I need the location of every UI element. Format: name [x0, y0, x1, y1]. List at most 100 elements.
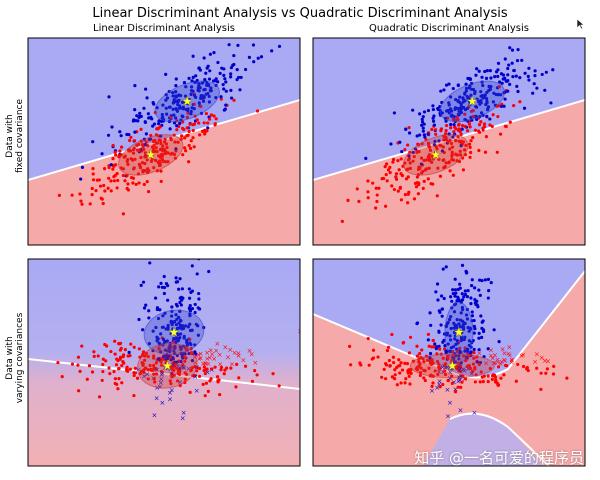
point-class0	[159, 139, 163, 143]
point-class1	[143, 143, 147, 147]
point-class1-misclassified: ×	[465, 365, 471, 373]
point-class1	[188, 304, 192, 308]
point-class1	[147, 342, 151, 346]
point-class0	[169, 136, 173, 140]
point-class1	[475, 105, 479, 109]
point-class0	[498, 132, 503, 136]
point-class0	[132, 345, 136, 349]
covariance-ellipse	[409, 353, 495, 379]
point-class0	[166, 151, 170, 155]
point-class0	[197, 374, 202, 378]
point-class1	[466, 347, 470, 351]
point-class1	[469, 296, 473, 300]
point-class1	[236, 75, 241, 80]
point-class1	[463, 349, 467, 353]
point-class1-misclassified: ×	[451, 378, 457, 386]
point-class1	[164, 339, 168, 344]
point-class1	[179, 295, 184, 300]
point-class0	[200, 129, 205, 133]
point-class0	[417, 360, 421, 364]
point-class0	[90, 193, 94, 197]
point-class0	[192, 102, 196, 106]
point-class1	[133, 130, 137, 134]
point-class0	[232, 98, 236, 102]
point-class1	[165, 96, 170, 100]
point-class1	[178, 318, 183, 322]
point-class1	[178, 104, 182, 108]
point-class0	[397, 168, 401, 172]
point-class1	[163, 348, 167, 352]
point-class1	[467, 339, 472, 343]
point-class1	[166, 284, 170, 288]
point-class0	[384, 377, 388, 381]
point-class0	[193, 364, 197, 369]
point-class0	[415, 150, 419, 154]
point-class1	[527, 78, 531, 82]
point-class1	[182, 334, 186, 338]
point-class1	[459, 144, 463, 148]
covariance-ellipse	[118, 134, 184, 176]
point-class0	[431, 381, 435, 385]
point-class0	[175, 366, 179, 370]
point-class0	[172, 340, 176, 344]
point-class1	[428, 311, 432, 315]
point-class1-misclassified: ×	[158, 379, 164, 387]
point-class1	[185, 338, 189, 343]
point-class0	[438, 174, 443, 178]
point-class1	[432, 123, 437, 127]
point-class1	[162, 354, 166, 358]
point-class0	[222, 372, 226, 376]
point-class0	[463, 377, 468, 381]
point-class1	[437, 309, 441, 313]
point-class1	[178, 121, 182, 126]
point-class0-misclassified: ×	[225, 353, 231, 361]
point-class0	[181, 363, 185, 367]
point-class0	[183, 371, 187, 375]
point-class0-misclassified: ×	[236, 349, 242, 357]
point-class1	[164, 106, 168, 110]
point-class1-misclassified: ×	[181, 364, 187, 372]
point-class1	[506, 89, 510, 93]
point-class1	[461, 327, 466, 331]
point-class1	[175, 124, 179, 128]
point-class0	[403, 381, 407, 385]
point-class0	[386, 168, 391, 172]
point-class0	[120, 381, 124, 385]
point-class1-misclassified: ×	[135, 366, 141, 374]
point-class0	[392, 376, 397, 381]
point-class1	[152, 102, 156, 106]
covariance-ellipse	[439, 80, 505, 123]
point-class1	[179, 347, 183, 351]
point-class1	[442, 88, 446, 92]
point-class1	[431, 107, 435, 112]
point-class0	[449, 141, 453, 146]
point-class1	[444, 83, 449, 87]
point-class1	[178, 336, 182, 340]
point-class0	[439, 144, 443, 148]
point-class1	[168, 127, 172, 131]
point-class0	[454, 138, 458, 143]
point-class1	[197, 297, 201, 301]
point-class1	[223, 107, 227, 111]
point-class1	[475, 67, 479, 71]
point-class0	[203, 394, 207, 398]
point-class0	[116, 387, 120, 391]
point-class1	[170, 314, 174, 318]
point-class1	[221, 82, 225, 87]
point-class1	[455, 299, 459, 303]
point-class1	[492, 91, 496, 95]
point-class0	[187, 160, 191, 164]
point-class0	[503, 363, 508, 368]
point-class1	[218, 71, 222, 75]
col-title-qda: Quadratic Discriminant Analysis	[369, 23, 529, 34]
point-class1	[159, 281, 163, 285]
point-class0	[159, 141, 163, 146]
point-class0	[391, 157, 396, 162]
point-class0	[431, 361, 435, 365]
point-class1	[400, 149, 404, 154]
point-class1	[454, 342, 458, 346]
point-class0	[514, 379, 518, 383]
point-class1	[181, 107, 185, 111]
point-class0	[271, 372, 275, 376]
row-label-fixed: Data with fixed covariance	[5, 81, 25, 191]
